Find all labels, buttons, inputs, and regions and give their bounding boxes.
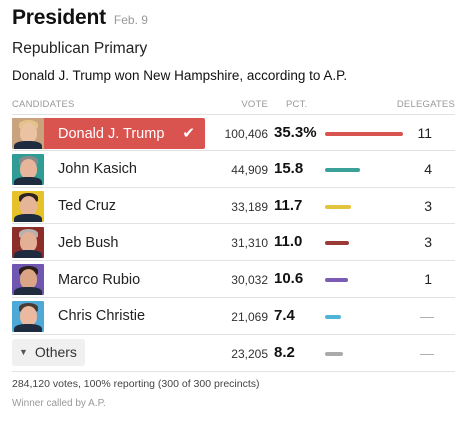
candidate-name: Jeb Bush — [58, 234, 119, 251]
results-header: President Feb. 9 — [12, 6, 148, 32]
candidate-name: John Kasich — [58, 161, 137, 178]
candidate-row: Jeb Bush 31,310 11.0 3 — [12, 224, 455, 262]
candidate-cell-winner: Donald J. Trump ✔ — [12, 118, 205, 149]
candidate-row: John Kasich 44,909 15.8 4 — [12, 151, 455, 188]
candidate-delegates: — — [420, 307, 434, 324]
pct-bar — [325, 132, 403, 136]
candidate-delegates: 1 — [424, 271, 432, 288]
race-subtitle: Republican Primary — [12, 40, 148, 57]
candidate-pct: 10.6 — [274, 270, 304, 288]
pct-bar — [325, 351, 344, 356]
pct-bar — [325, 278, 349, 283]
candidate-photo — [12, 190, 44, 222]
race-title: President — [12, 6, 106, 29]
others-label: Others — [34, 344, 77, 361]
column-header-pct: PCT. — [286, 99, 308, 110]
candidate-cell: Chris Christie — [12, 300, 205, 332]
reporting-status: 284,120 votes, 100% reporting (300 of 30… — [12, 378, 260, 390]
pct-bar — [325, 314, 342, 319]
candidate-pct: 35.3% — [274, 124, 317, 141]
candidate-delegates: 11 — [417, 125, 432, 141]
column-headers: CANDIDATES VOTE PCT. DELEGATES — [12, 99, 455, 113]
candidate-cell: Marco Rubio — [12, 264, 205, 296]
check-icon: ✔ — [182, 125, 195, 142]
candidate-name: Chris Christie — [58, 308, 146, 325]
column-header-vote: VOTE — [241, 99, 268, 110]
candidate-pct: 8.2 — [274, 343, 295, 361]
candidate-row: Marco Rubio 30,032 10.6 1 — [12, 261, 455, 298]
others-toggle-button[interactable]: ▼ Others — [12, 338, 85, 366]
candidate-photo — [12, 264, 44, 296]
pct-bar — [325, 241, 350, 246]
candidate-row: Chris Christie 21,069 7.4 — — [12, 298, 455, 335]
candidate-votes: 33,189 — [231, 199, 268, 214]
pct-bar — [325, 204, 351, 209]
candidate-photo — [12, 153, 44, 185]
candidate-votes: 31,310 — [231, 236, 268, 251]
candidate-votes: 44,909 — [231, 162, 268, 177]
winner-called-note: Winner called by A.P. — [12, 398, 106, 409]
results-table: Donald J. Trump ✔ 100,406 35.3% 11 John … — [12, 114, 455, 372]
candidate-pct: 7.4 — [274, 306, 295, 324]
pct-bar — [325, 167, 360, 172]
candidate-votes: 23,205 — [231, 346, 268, 361]
candidate-row: Ted Cruz 33,189 11.7 3 — [12, 188, 455, 225]
triangle-down-icon: ▼ — [19, 347, 28, 358]
candidate-pct: 11.7 — [274, 196, 303, 214]
candidate-delegates: 3 — [424, 197, 432, 214]
candidate-row: Donald J. Trump ✔ 100,406 35.3% 11 — [12, 114, 455, 151]
candidate-votes: 30,032 — [231, 273, 268, 288]
candidate-pct: 15.8 — [274, 159, 304, 177]
candidate-name: Ted Cruz — [58, 198, 117, 215]
candidate-photo — [12, 227, 44, 259]
candidate-votes: 100,406 — [224, 127, 268, 141]
candidate-name: Marco Rubio — [58, 271, 141, 288]
candidate-delegates: 3 — [424, 234, 432, 251]
others-row: ▼ Others 23,205 8.2 — — [12, 335, 455, 372]
candidate-cell: Ted Cruz — [12, 190, 205, 222]
candidate-delegates: 4 — [424, 160, 432, 177]
column-header-delegates: DELEGATES — [396, 99, 455, 110]
race-date: Feb. 9 — [113, 13, 148, 27]
race-headline: Donald J. Trump won New Hampshire, accor… — [12, 68, 348, 83]
candidate-pct: 11.0 — [274, 233, 303, 251]
candidate-votes: 21,069 — [231, 309, 268, 324]
candidate-cell: Jeb Bush — [12, 227, 205, 259]
candidate-name: Donald J. Trump — [58, 125, 165, 142]
candidate-photo — [12, 118, 44, 149]
candidate-delegates: — — [420, 344, 434, 361]
column-header-candidates: CANDIDATES — [12, 99, 75, 110]
candidate-photo — [12, 300, 44, 332]
candidate-cell: John Kasich — [12, 153, 205, 185]
